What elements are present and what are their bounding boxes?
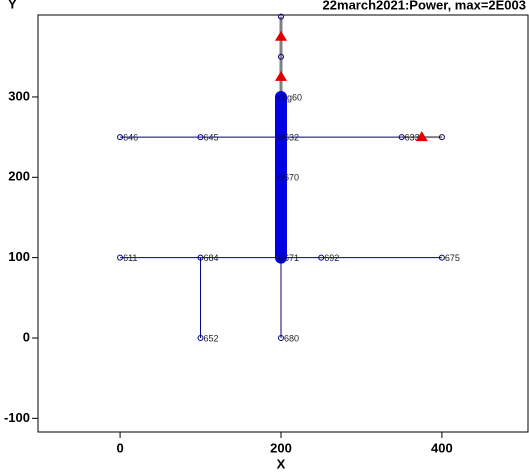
- bus-label: 646: [123, 133, 138, 143]
- bus-label: 692: [324, 253, 339, 263]
- bus-label: 633: [405, 133, 420, 143]
- x-tick-label: 200: [270, 440, 292, 455]
- bus-node: [438, 254, 445, 261]
- bus-label: 680: [284, 333, 299, 343]
- bus-node: [197, 334, 204, 341]
- y-tick-label: -100: [4, 410, 30, 425]
- bus-node: [117, 254, 124, 261]
- y-tick-label: 300: [8, 88, 30, 103]
- bus-node: [197, 134, 204, 141]
- bus-label: rg60: [284, 92, 302, 102]
- y-tick-label: 0: [23, 329, 30, 344]
- bus-label: 611: [123, 253, 137, 263]
- bus-node: [277, 93, 284, 100]
- bus-label: 632: [284, 133, 299, 143]
- y-axis-label: Y: [8, 0, 17, 11]
- bus-node: [277, 53, 284, 60]
- device-marker: [415, 131, 428, 142]
- bus-label: 671: [284, 253, 299, 263]
- bus-label: 645: [204, 133, 219, 143]
- bus-node: [438, 134, 445, 141]
- bus-label: 670: [284, 173, 299, 183]
- device-marker: [274, 70, 287, 81]
- bus-node: [117, 134, 124, 141]
- device-marker: [274, 30, 287, 41]
- bus-node: [277, 254, 284, 261]
- y-tick-label: 100: [8, 249, 30, 264]
- bus-label: 684: [204, 253, 219, 263]
- x-tick-label: 400: [431, 440, 453, 455]
- bus-node: [277, 134, 284, 141]
- chart-title: 22march2021:Power, max=2E003: [323, 0, 526, 12]
- bus-node: [318, 254, 325, 261]
- bus-node: [398, 134, 405, 141]
- x-tick-label: 0: [116, 440, 123, 455]
- y-tick-label: 200: [8, 169, 30, 184]
- bus-label: 675: [445, 253, 460, 263]
- bus-node: [277, 334, 284, 341]
- bus-node: [197, 254, 204, 261]
- bus-node: [277, 174, 284, 181]
- x-axis-label: X: [277, 456, 286, 471]
- bus-label: 652: [204, 333, 219, 343]
- bus-node: [277, 13, 284, 20]
